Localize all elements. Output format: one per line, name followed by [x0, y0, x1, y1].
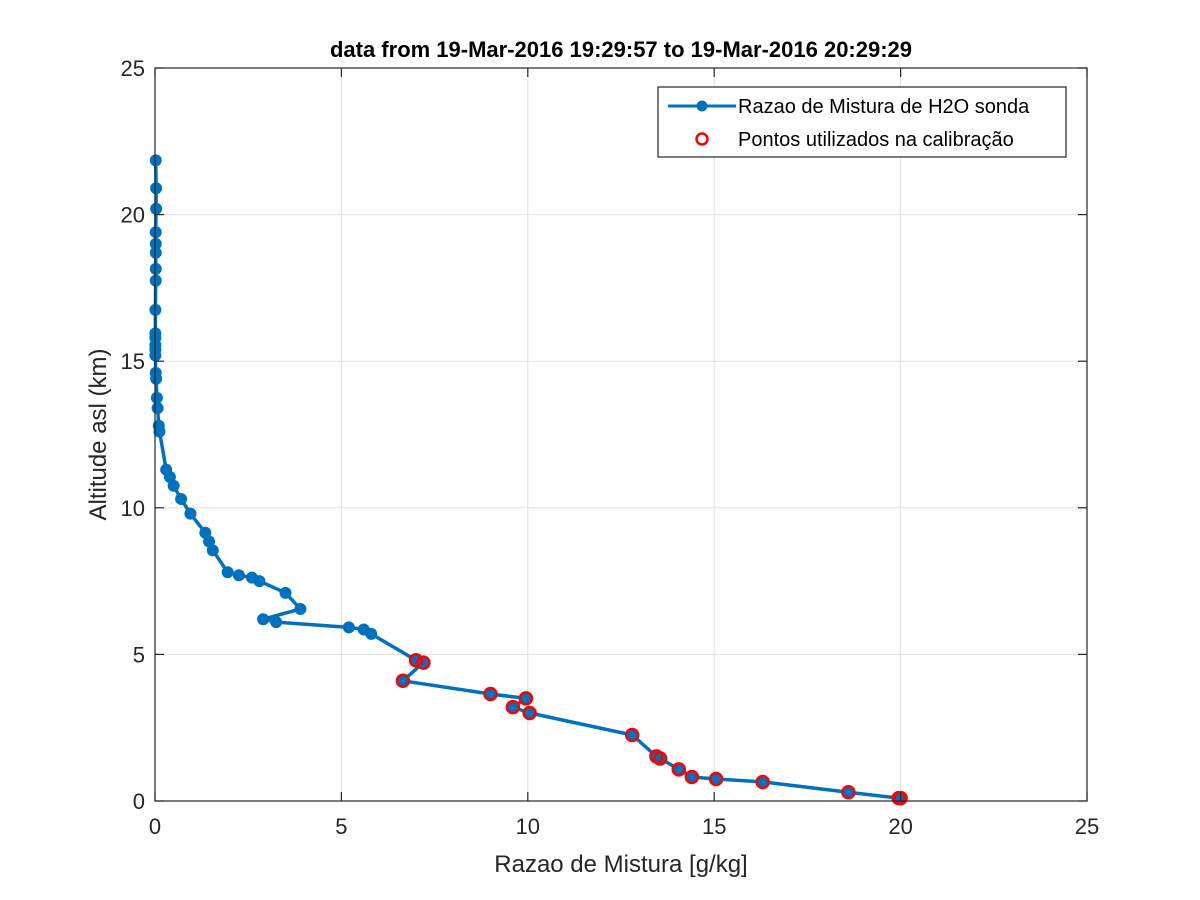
x-axis-label: Razao de Mistura [g/kg] — [494, 851, 747, 878]
data-point-sonda — [184, 507, 197, 520]
y-tick-label: 10 — [121, 496, 145, 521]
y-tick-label: 5 — [133, 642, 145, 667]
legend: Razao de Mistura de H2O sonda Pontos uti… — [657, 86, 1067, 158]
data-point-sonda — [151, 402, 164, 415]
x-tick-label: 25 — [1075, 814, 1099, 839]
data-point-sonda — [294, 602, 307, 615]
data-point-sonda — [199, 526, 212, 539]
data-point-sonda — [270, 616, 283, 629]
data-point-calibracao — [891, 790, 906, 806]
y-axis-label: Altitude asl (km) — [85, 348, 112, 520]
data-point-sonda — [150, 182, 163, 195]
legend-marker-calibracao — [695, 132, 709, 146]
data-point-sonda — [257, 613, 270, 626]
data-point-sonda — [149, 246, 162, 259]
data-point-calibracao — [755, 774, 770, 790]
data-point-sonda — [523, 707, 536, 720]
data-point-calibracao — [416, 655, 431, 670]
x-tick-label: 15 — [702, 814, 726, 839]
x-tick-label: 0 — [149, 814, 161, 839]
legend-label-calibracao: Pontos utilizados na calibração — [738, 129, 1014, 151]
data-point-sonda — [149, 262, 162, 275]
data-point-sonda — [519, 692, 532, 705]
data-point-calibracao — [505, 699, 521, 715]
data-point-sonda — [175, 493, 188, 506]
legend-marker-sonda — [696, 100, 708, 112]
data-point-calibracao — [671, 762, 687, 777]
data-point-calibracao — [483, 686, 498, 702]
data-point-calibracao — [518, 691, 534, 706]
data-point-sonda — [245, 571, 258, 584]
data-point-sonda — [710, 773, 723, 786]
data-point-sonda — [685, 770, 698, 783]
x-tick-label: 10 — [516, 814, 540, 839]
data-point-sonda — [842, 786, 855, 799]
ticks: 0 5 10 15 20 25 0 5 10 15 20 25 — [121, 56, 1100, 839]
data-point-sonda — [150, 202, 163, 215]
data-point-calibracao — [649, 749, 664, 764]
plot-frame — [154, 67, 1088, 802]
data-point-sonda — [279, 586, 292, 599]
data-point-calibracao — [841, 784, 856, 800]
data-point-sonda — [149, 226, 162, 239]
data-point-sonda — [149, 274, 162, 287]
data-point-sonda — [149, 237, 162, 250]
data-point-sonda — [672, 763, 685, 776]
y-tick-label: 20 — [121, 203, 145, 228]
plot-area — [155, 68, 1087, 801]
data-point-calibracao — [408, 653, 424, 668]
data-point-sonda — [150, 391, 163, 404]
data-point-sonda — [342, 621, 355, 634]
legend-box — [657, 86, 1067, 158]
y-tick-label: 15 — [121, 349, 145, 374]
data-point-sonda — [152, 419, 165, 432]
data-point-calibracao — [684, 769, 700, 785]
data-point-calibracao — [624, 727, 640, 743]
grid — [155, 68, 1087, 801]
data-point-sonda — [357, 623, 370, 636]
data-point-sonda — [756, 775, 769, 788]
data-point-sonda — [626, 729, 639, 742]
y-tick-label: 25 — [121, 56, 145, 81]
y-tick-label: 0 — [133, 789, 145, 814]
data-point-calibracao — [395, 673, 411, 689]
data-point-sonda — [149, 366, 162, 379]
data-point-sonda — [396, 674, 409, 687]
x-tick-label: 20 — [888, 814, 912, 839]
data-point-calibracao — [522, 705, 537, 721]
data-point-sonda — [221, 566, 234, 579]
data-point-sonda — [506, 701, 519, 714]
data-point-sonda — [160, 463, 173, 476]
chart-title: data from 19-Mar-2016 19:29:57 to 19-Mar… — [330, 37, 912, 62]
data-point-sonda — [484, 687, 497, 700]
data-point-calibracao — [708, 771, 724, 787]
legend-label-sonda: Razao de Mistura de H2O sonda — [738, 96, 1030, 118]
data-point-sonda — [232, 569, 245, 582]
data-point-sonda — [149, 154, 162, 167]
x-tick-label: 5 — [335, 814, 347, 839]
